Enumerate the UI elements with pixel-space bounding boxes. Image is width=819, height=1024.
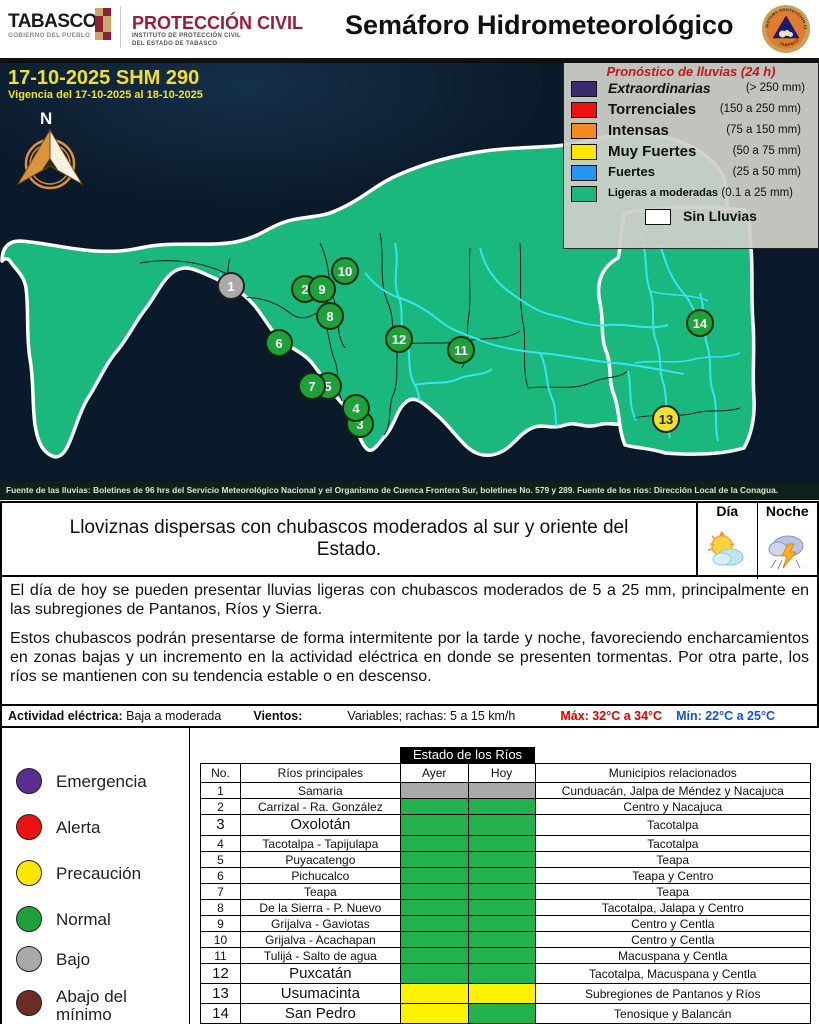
svg-text:14: 14 — [693, 316, 708, 331]
svg-text:7: 7 — [308, 379, 315, 394]
svg-text:13: 13 — [659, 412, 673, 427]
svg-text:6: 6 — [275, 336, 282, 351]
svg-text:2: 2 — [301, 282, 308, 297]
svg-text:9: 9 — [318, 282, 325, 297]
svg-text:11: 11 — [454, 343, 468, 358]
svg-text:10: 10 — [338, 264, 352, 279]
svg-text:12: 12 — [392, 332, 406, 347]
svg-text:4: 4 — [352, 401, 360, 416]
svg-text:1: 1 — [227, 279, 234, 294]
svg-text:8: 8 — [326, 309, 333, 324]
